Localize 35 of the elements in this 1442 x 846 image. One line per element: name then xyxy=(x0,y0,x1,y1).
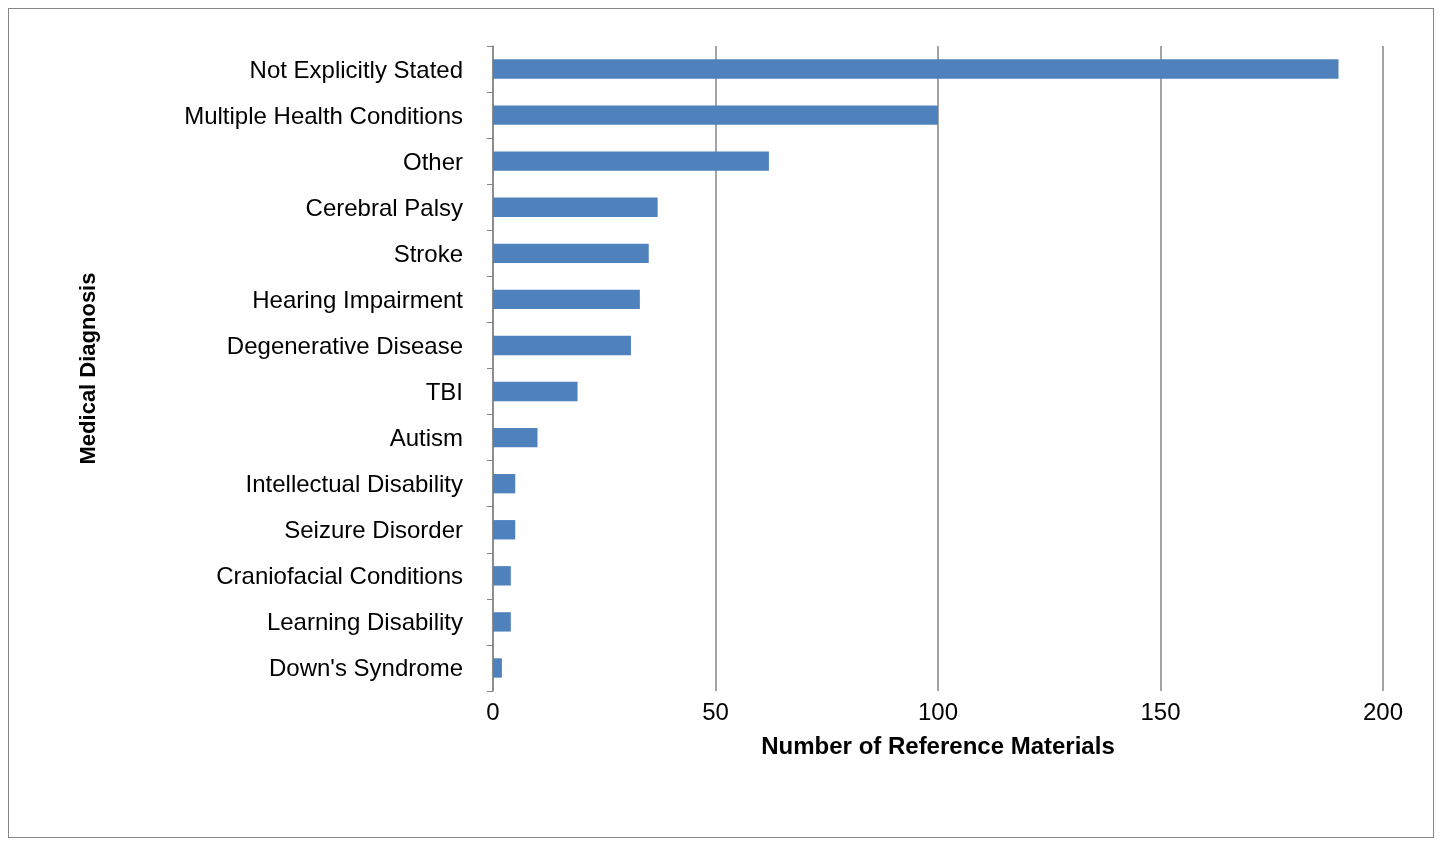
x-tick-label: 150 xyxy=(1140,697,1181,725)
bar xyxy=(493,105,938,125)
y-tick-label: Learning Disability xyxy=(266,608,463,636)
bar xyxy=(493,243,649,263)
y-tick-label: Stroke xyxy=(393,239,463,267)
bar xyxy=(493,427,538,448)
y-axis-title: Medical Diagnosis xyxy=(74,272,100,465)
bar xyxy=(493,474,516,494)
y-tick-label: Craniofacial Conditions xyxy=(216,562,463,590)
bar xyxy=(493,335,631,356)
bar xyxy=(493,520,516,540)
y-tick-label: Seizure Disorder xyxy=(284,516,464,544)
bar xyxy=(493,381,578,402)
x-tick-label: 200 xyxy=(1362,697,1404,725)
x-tick-label: 100 xyxy=(917,697,959,725)
y-tick-label: Cerebral Palsy xyxy=(305,193,463,221)
y-tick-label: Not Explicitly Stated xyxy=(249,55,463,83)
bar xyxy=(493,59,1339,79)
y-tick-label: Intellectual Disability xyxy=(245,470,463,498)
bar xyxy=(493,658,502,678)
x-axis-title: Number of Reference Materials xyxy=(761,731,1115,759)
y-tick-label: Degenerative Disease xyxy=(226,331,463,359)
y-tick-label: TBI xyxy=(425,378,463,406)
x-tick-label: 0 xyxy=(486,697,500,725)
bar xyxy=(493,612,511,632)
bar xyxy=(493,289,640,310)
bar xyxy=(493,197,658,217)
y-tick-label: Multiple Health Conditions xyxy=(184,101,463,129)
y-tick-label: Other xyxy=(402,147,463,175)
y-tick-label: Hearing Impairment xyxy=(252,285,464,313)
x-tick-label: 50 xyxy=(702,697,729,725)
bar xyxy=(493,151,769,171)
y-tick-label: Autism xyxy=(389,424,463,452)
bar xyxy=(493,566,511,586)
y-tick-label: Down's Syndrome xyxy=(269,654,463,682)
